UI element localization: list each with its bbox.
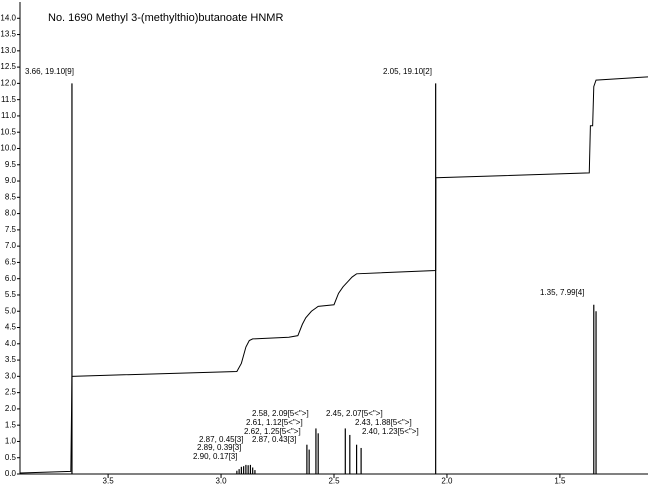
peak-annotation: 1.35, 7.99[4] xyxy=(540,288,584,297)
y-tick-label: 14.0 xyxy=(0,13,16,22)
y-tick-label: 2.0 xyxy=(5,404,17,413)
y-tick-label: 10.5 xyxy=(0,127,16,136)
y-tick-label: 4.5 xyxy=(5,323,17,332)
y-tick-label: 3.0 xyxy=(5,371,17,380)
peak-annotation: 2.58, 2.09[5<">] xyxy=(252,409,309,418)
peak-annotation: 2.87, 0.45[3] xyxy=(199,435,243,444)
y-tick-label: 6.5 xyxy=(5,258,17,267)
x-tick-label: 3.5 xyxy=(103,477,115,484)
y-tick-label: 8.0 xyxy=(5,209,17,218)
y-tick-label: 4.0 xyxy=(5,339,17,348)
y-tick-label: 7.5 xyxy=(5,225,17,234)
y-tick-label: 6.0 xyxy=(5,274,17,283)
peak-annotation: 2.61, 1.12[5<">] xyxy=(246,418,303,427)
y-tick-label: 9.0 xyxy=(5,176,17,185)
y-tick-label: 7.0 xyxy=(5,241,17,250)
peak-annotation: 2.87, 0.43[3] xyxy=(252,435,296,444)
y-tick-label: 12.5 xyxy=(0,62,16,71)
peak-annotation: 2.62, 1.25[5<">] xyxy=(244,427,301,436)
y-tick-label: 1.0 xyxy=(5,437,17,446)
y-tick-label: 0.0 xyxy=(5,469,17,478)
y-tick-label: 3.5 xyxy=(5,355,17,364)
y-tick-label: 10.0 xyxy=(0,144,16,153)
y-tick-label: 2.5 xyxy=(5,388,17,397)
x-tick-label: 2.5 xyxy=(328,477,340,484)
peak-annotation: 2.05, 19.10[2] xyxy=(383,67,432,76)
y-tick-label: 5.0 xyxy=(5,306,17,315)
x-tick-label: 2.0 xyxy=(441,477,453,484)
peak-annotation: 2.90, 0.17[3] xyxy=(193,452,237,461)
y-tick-label: 13.0 xyxy=(0,46,16,55)
y-tick-label: 13.5 xyxy=(0,30,16,39)
peak-annotation: 2.43, 1.88[5<">] xyxy=(355,418,412,427)
y-tick-label: 12.0 xyxy=(0,78,16,87)
peak-annotation: 2.89, 0.39[3] xyxy=(197,443,241,452)
y-tick-label: 5.5 xyxy=(5,290,17,299)
x-tick-label: 3.0 xyxy=(215,477,227,484)
x-tick-label: 1.5 xyxy=(554,477,566,484)
y-tick-label: 8.5 xyxy=(5,192,17,201)
integral-curve xyxy=(19,76,649,474)
peak-annotation: 2.40, 1.23[5<">] xyxy=(362,427,419,436)
peak-annotation: 3.66, 19.10[9] xyxy=(25,67,74,76)
y-tick-label: 1.5 xyxy=(5,420,17,429)
y-tick-label: 11.0 xyxy=(1,111,17,120)
y-tick-label: 11.5 xyxy=(1,95,17,104)
y-tick-label: 0.5 xyxy=(5,453,17,462)
chart-title: No. 1690 Methyl 3-(methylthio)butanoate … xyxy=(48,12,283,24)
y-tick-label: 9.5 xyxy=(5,160,17,169)
peak-annotation: 2.45, 2.07[5<">] xyxy=(326,409,383,418)
